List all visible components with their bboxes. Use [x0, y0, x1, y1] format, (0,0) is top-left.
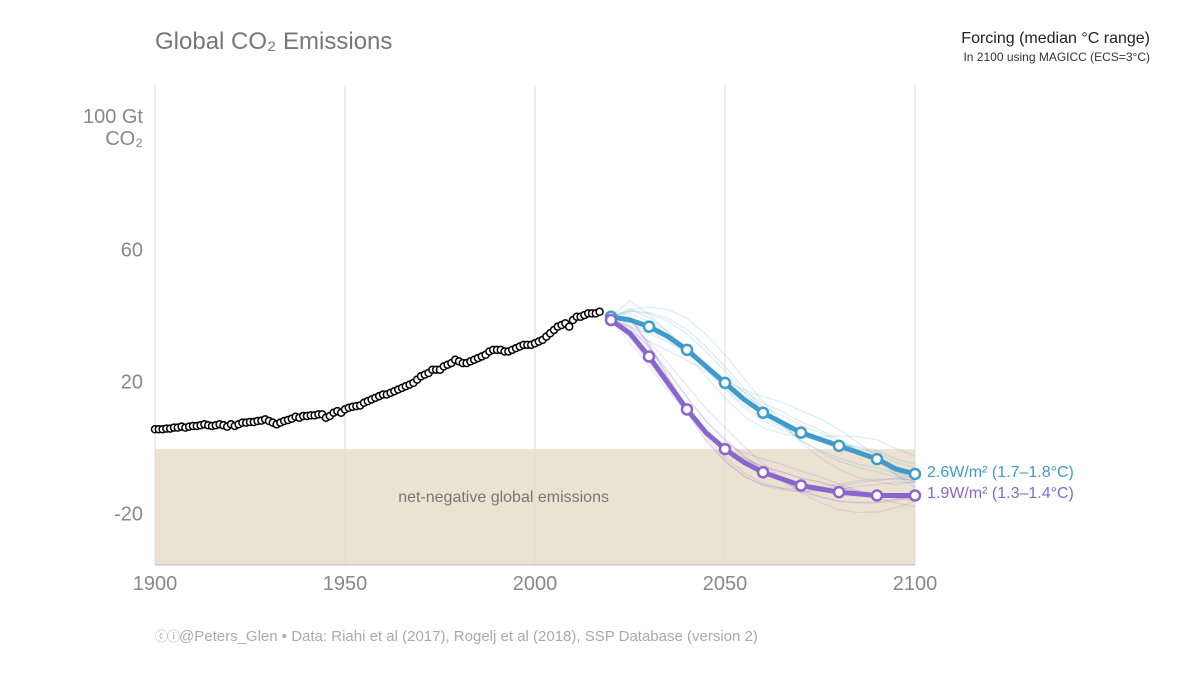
credits-handle: @Peters_Glen: [179, 628, 278, 645]
y-tick: 60: [121, 239, 143, 262]
emissions-chart: [0, 0, 1200, 675]
negative-band-label: net-negative global emissions: [398, 489, 609, 507]
x-tick: 1950: [323, 573, 368, 596]
x-tick: 2100: [893, 573, 938, 596]
x-tick: 2050: [703, 573, 748, 596]
legend-title: Forcing (median °C range): [961, 30, 1150, 48]
legend-subtitle: In 2100 using MAGICC (ECS=3°C): [963, 50, 1150, 64]
series-label-blue: 2.6W/m² (1.7–1.8°C): [927, 464, 1074, 482]
x-tick: 1900: [133, 573, 178, 596]
credits: ⓒⓘ@Peters_Glen • Data: Riahi et al (2017…: [155, 626, 758, 645]
chart-title: Global CO₂ Emissions: [155, 28, 392, 56]
series-label-purple: 1.9W/m² (1.3–1.4°C): [927, 485, 1074, 503]
y-tick: -20: [114, 504, 143, 527]
x-tick: 2000: [513, 573, 558, 596]
cc-icons: ⓒⓘ: [155, 629, 179, 644]
y-tick: 20: [121, 371, 143, 394]
y-axis-top-label: 100 GtCO₂: [83, 106, 143, 150]
credits-sep: •: [278, 628, 292, 645]
credits-data: Data: Riahi et al (2017), Rogelj et al (…: [291, 628, 758, 645]
